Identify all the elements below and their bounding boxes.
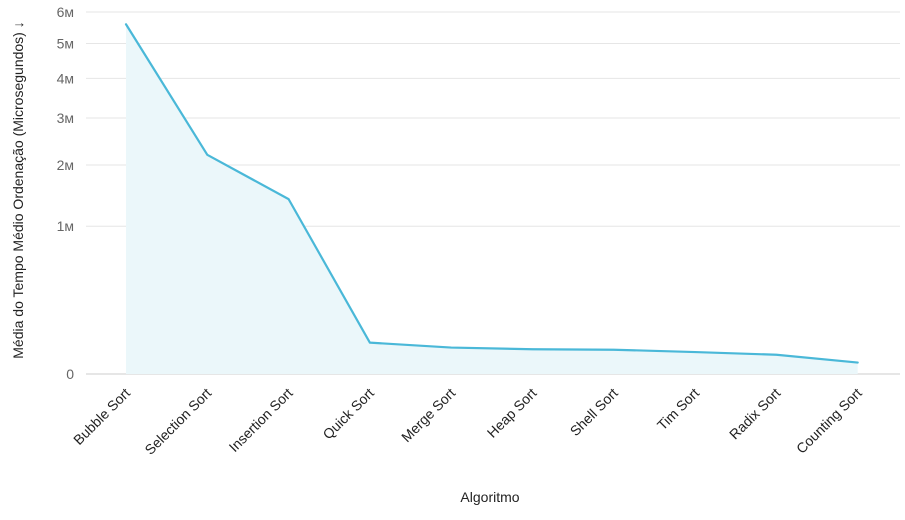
series-line-layer (124, 23, 859, 364)
y-tick-label-2: 2м (57, 157, 74, 173)
x-tick-label-1: Selection Sort (141, 385, 214, 458)
series-area-layer (126, 24, 858, 374)
x-tick-label-2: Insertion Sort (226, 385, 296, 455)
x-tick-label-0: Bubble Sort (70, 385, 133, 448)
x-tick-label-3: Quick Sort (319, 385, 377, 443)
x-tick-label-6: Shell Sort (567, 385, 621, 439)
series-line (124, 23, 859, 364)
y-tick-label-5: 5м (57, 36, 74, 52)
x-tick-label-8: Radix Sort (726, 385, 784, 443)
y-tick-label-4: 4м (57, 70, 74, 86)
y-axis-ticks: 0 1м 2м 3м 4м 5м 6м (57, 4, 75, 382)
x-tick-label-5: Heap Sort (484, 385, 540, 441)
series-area (126, 24, 858, 374)
y-axis-title: Média do Tempo Médio Ordenação (Microseg… (10, 21, 26, 358)
x-tick-label-4: Merge Sort (398, 385, 458, 445)
x-axis-title: Algoritmo (460, 489, 519, 505)
y-tick-label-1: 1м (57, 218, 74, 234)
y-tick-label-6: 6м (57, 4, 74, 20)
y-tick-label-0: 0 (66, 366, 74, 382)
x-tick-label-7: Tim Sort (654, 385, 702, 433)
y-tick-label-3: 3м (57, 110, 74, 126)
x-tick-label-9: Counting Sort (793, 385, 865, 457)
x-axis-ticks: Bubble Sort Selection Sort Insertion Sort Q… (70, 385, 865, 458)
